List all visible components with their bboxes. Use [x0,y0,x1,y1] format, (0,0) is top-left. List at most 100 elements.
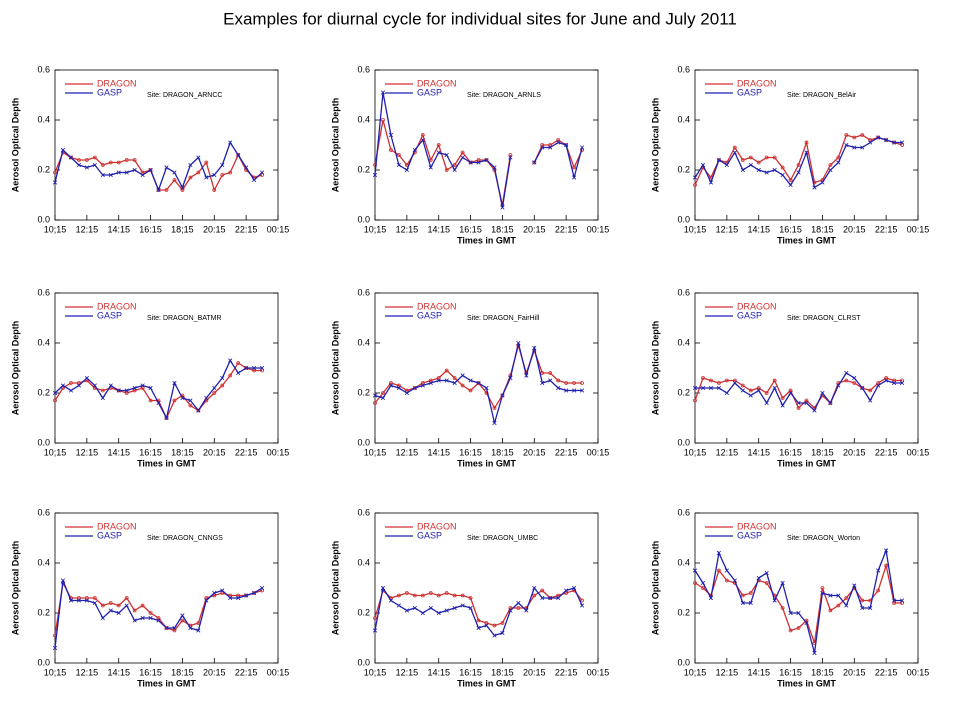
point [732,578,737,583]
point [740,593,745,598]
y-axis-label: Aerosol Optical Depth [650,541,660,636]
point [556,385,561,391]
point [228,170,233,175]
point [476,618,481,623]
point [892,601,897,605]
point [900,601,904,605]
point [92,155,97,160]
point [492,623,497,628]
point [140,170,145,175]
point [724,162,729,168]
point [172,625,177,631]
point [132,385,137,391]
point [556,593,561,598]
point [820,180,825,185]
point [228,593,233,598]
point [76,162,81,168]
y-tick-label: 0.4 [357,114,370,124]
point [820,586,825,590]
series-line [54,362,263,420]
point [860,386,865,390]
legend-label: DRAGON [417,521,457,531]
point [212,385,217,391]
point [500,205,505,210]
point [116,160,121,165]
series-line [374,343,583,410]
point [396,153,401,157]
point [236,595,241,601]
x-axis-label: Times in GMT [137,678,196,688]
plot-frame [374,512,599,664]
point [428,591,433,595]
x-tick-label: 14:15 [427,667,450,677]
point [188,162,193,168]
point [396,593,401,598]
point [236,361,241,365]
x-tick-label: 18:15 [811,667,834,677]
point [428,605,433,611]
x-tick-label: 22:15 [555,667,578,677]
y-axis-label: Aerosol Optical Depth [650,98,660,193]
point [156,618,161,623]
y-tick-label: 0.2 [357,387,370,397]
point [372,628,378,633]
point [860,133,865,137]
point [388,132,394,138]
point [548,143,553,147]
point [708,385,714,391]
point [836,593,841,598]
x-tick-label: 00:15 [907,667,930,677]
x-tick-label: 12:15 [76,667,99,677]
y-tick-label: 0.4 [37,557,50,567]
point [180,613,185,618]
y-tick-label: 0.4 [37,114,50,124]
point [53,398,57,403]
point [740,388,745,393]
point [388,598,394,603]
legend-label: GASP [737,87,762,97]
x-tick-label: 00:15 [907,224,930,234]
point [444,608,449,613]
point [572,165,577,170]
point [716,385,721,391]
legend-label: DRAGON [737,301,777,311]
point [884,378,889,383]
point [188,398,193,403]
point [828,608,833,613]
point [420,133,425,137]
point [52,645,58,651]
series-line [694,134,903,186]
point [516,340,521,346]
x-tick-label: 10;15 [44,224,67,234]
x-tick-label: 16:15 [139,447,162,457]
point [508,375,513,381]
point [748,591,753,595]
legend-label: GASP [97,87,122,97]
point [180,395,185,401]
point [436,150,441,155]
x-tick-label: 12:15 [76,224,99,234]
point [892,380,897,386]
legend-label: DRAGON [417,78,457,88]
point [380,585,386,591]
legend-label: DRAGON [737,521,777,531]
point [828,167,833,173]
point [452,376,457,380]
site-label: Site: DRAGON_CLRST [787,315,861,322]
point [204,596,209,600]
point [572,585,577,591]
point [492,165,497,170]
point [780,403,785,408]
point [564,388,569,393]
legend-label: GASP [417,530,442,540]
point [788,182,793,188]
point [892,378,897,383]
point [772,155,777,160]
point [899,380,905,386]
point [108,608,113,613]
point [716,568,721,573]
y-tick-label: 0.2 [677,164,690,174]
point [220,173,225,177]
point [188,175,193,180]
x-tick-label: 18:15 [171,667,194,677]
